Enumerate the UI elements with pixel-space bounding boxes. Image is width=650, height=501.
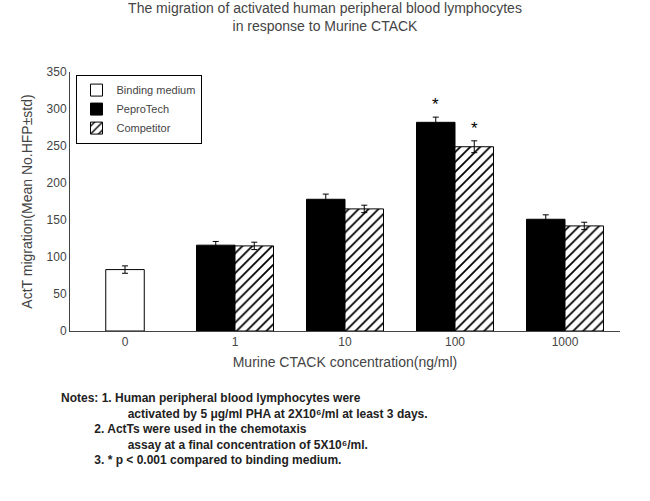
svg-text:Notes: 1. Human peripheral blo: Notes: 1. Human peripheral blood lymphoc…: [61, 391, 428, 467]
svg-text:50: 50: [53, 287, 67, 301]
svg-text:200: 200: [47, 176, 67, 190]
svg-text:100: 100: [47, 250, 67, 264]
svg-text:PeproTech: PeproTech: [117, 103, 170, 115]
svg-text:*: *: [432, 95, 439, 114]
svg-text:1: 1: [232, 335, 239, 349]
svg-text:250: 250: [47, 139, 67, 153]
svg-text:ActT migration(Mean No.HFP±std: ActT migration(Mean No.HFP±std): [19, 94, 35, 308]
svg-text:*: *: [471, 119, 478, 138]
svg-text:150: 150: [47, 213, 67, 227]
svg-text:The migration of activated hum: The migration of activated human periphe…: [128, 0, 522, 34]
svg-text:10: 10: [338, 335, 352, 349]
svg-text:350: 350: [47, 65, 67, 79]
svg-text:100: 100: [445, 335, 465, 349]
svg-text:Binding medium: Binding medium: [117, 84, 196, 96]
svg-text:0: 0: [122, 335, 129, 349]
svg-text:Competitor: Competitor: [117, 122, 171, 134]
svg-text:Murine CTACK concentration(ng/: Murine CTACK concentration(ng/ml): [233, 354, 458, 370]
svg-text:300: 300: [47, 102, 67, 116]
svg-text:1000: 1000: [552, 335, 579, 349]
svg-text:0: 0: [60, 324, 67, 338]
